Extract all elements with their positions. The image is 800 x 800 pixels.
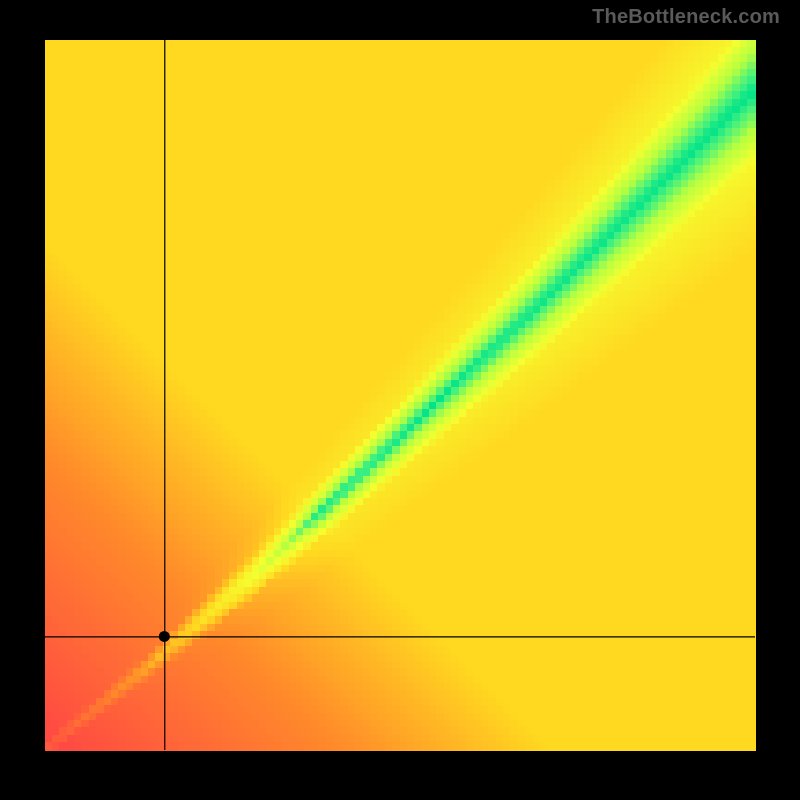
chart-container: TheBottleneck.com bbox=[0, 0, 800, 800]
bottleneck-heatmap-canvas bbox=[0, 0, 800, 800]
watermark-text: TheBottleneck.com bbox=[592, 6, 780, 29]
